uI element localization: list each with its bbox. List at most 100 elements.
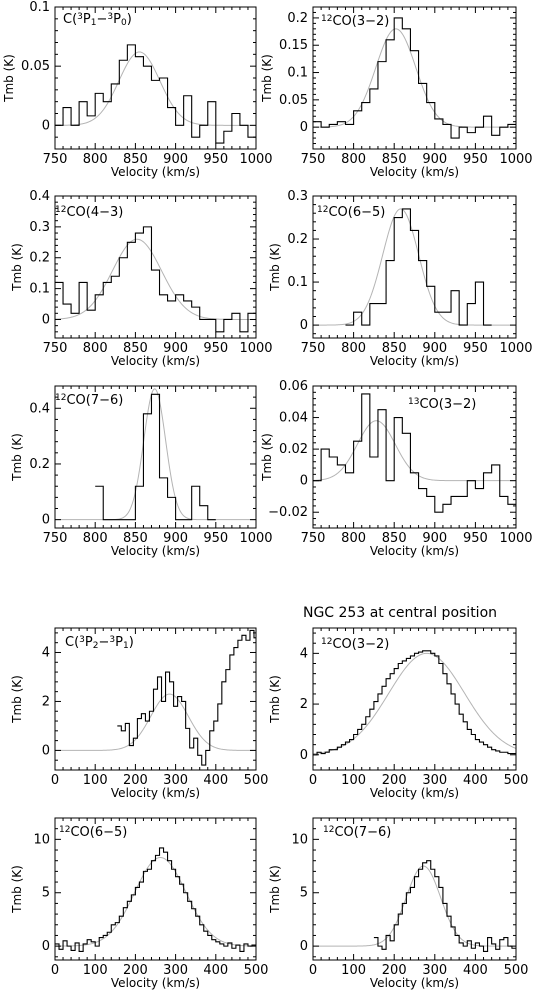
y-tick-label: 0.3 [29, 220, 50, 235]
transition-label: 12CO(6−5) [317, 205, 385, 220]
spectrum-step-line [55, 226, 256, 333]
spectrum-step-line [117, 629, 256, 766]
x-axis-label: Velocity (km/s) [111, 354, 200, 368]
x-tick-label: 900 [163, 152, 188, 167]
y-tick-label: 0.15 [279, 38, 308, 53]
spectrum-step-line [345, 208, 492, 326]
transition-label: C(3P2−3P1) [65, 635, 134, 651]
spectrum-step-line [55, 847, 256, 953]
plot-frame [54, 385, 257, 529]
x-axis-label: Velocity (km/s) [111, 976, 200, 990]
spectrum-step-line [55, 44, 256, 144]
x-tick-label: 200 [123, 773, 148, 788]
x-tick-label: 500 [244, 773, 269, 788]
spectrum-step-line [373, 860, 516, 953]
x-tick-label: 750 [43, 341, 68, 356]
x-tick-label: 800 [83, 152, 108, 167]
plot-frame [54, 817, 257, 961]
x-tick-label: 400 [463, 963, 488, 978]
x-tick-label: 500 [244, 963, 269, 978]
x-tick-label: 100 [83, 773, 108, 788]
x-tick-label: 100 [341, 773, 366, 788]
transition-label: 12CO(6−5) [59, 825, 127, 840]
y-tick-label: 0 [300, 748, 308, 763]
transition-label: 12CO(3−2) [321, 637, 389, 652]
y-tick-label: 0.05 [21, 59, 50, 74]
y-tick-label: 0.02 [279, 442, 308, 457]
y-tick-label: 2 [300, 697, 308, 712]
gaussian-fit-line [312, 28, 516, 128]
x-tick-label: 850 [382, 152, 407, 167]
y-tick-label: 0.2 [287, 11, 308, 26]
x-tick-label: 300 [422, 963, 447, 978]
y-tick-label: 0.05 [279, 93, 308, 108]
x-tick-label: 500 [504, 773, 529, 788]
x-tick-label: 900 [163, 341, 188, 356]
transition-label: 12CO(3−2) [321, 14, 389, 29]
y-tick-label: 0.06 [279, 379, 308, 394]
y-tick-label: 0.1 [287, 66, 308, 81]
y-tick-label: 0 [42, 513, 50, 528]
y-tick-label: 4 [300, 646, 308, 661]
y-tick-label: 0 [300, 318, 308, 333]
plot-frame [312, 817, 517, 961]
plot-frame [312, 195, 517, 339]
y-tick-label: 0.1 [29, 282, 50, 297]
x-axis-label: Velocity (km/s) [111, 786, 200, 800]
y-tick-label: −0.02 [268, 505, 308, 520]
transition-label: 12CO(7−6) [55, 393, 123, 408]
y-axis-label: Tmb (K) [260, 433, 274, 482]
gaussian-fit-line [55, 388, 256, 521]
x-tick-label: 1000 [499, 531, 532, 546]
transition-label: C(3P1−3P0) [63, 12, 132, 28]
y-tick-label: 0 [42, 118, 50, 133]
x-tick-label: 1000 [239, 531, 272, 546]
y-tick-label: 0.2 [287, 232, 308, 247]
x-tick-label: 900 [422, 341, 447, 356]
y-tick-label: 0.4 [29, 401, 50, 416]
x-tick-label: 200 [382, 963, 407, 978]
y-tick-label: 0 [42, 939, 50, 954]
y-axis-label: Tmb (K) [10, 243, 24, 292]
x-tick-label: 200 [382, 773, 407, 788]
x-tick-label: 900 [422, 152, 447, 167]
x-tick-label: 900 [422, 531, 447, 546]
y-axis-label: Tmb (K) [268, 865, 282, 914]
spectrum-panel-8: 0 100 200 300 400 500 0 2 4 Velocity (km/s) Tmb (K… [268, 627, 529, 800]
x-tick-label: 850 [123, 531, 148, 546]
x-tick-label: 850 [382, 531, 407, 546]
x-axis-label: Velocity (km/s) [370, 354, 459, 368]
x-tick-label: 750 [301, 341, 326, 356]
y-axis-label: Tmb (K) [260, 54, 274, 103]
x-axis-label: Velocity (km/s) [370, 786, 459, 800]
x-tick-label: 950 [463, 152, 488, 167]
x-tick-label: 0 [51, 963, 59, 978]
spectrum-panel-7: 0 100 200 300 400 500 0 2 4 Velocity (km/s) Tmb (K… [10, 627, 269, 800]
x-tick-label: 400 [203, 773, 228, 788]
plot-frame [54, 6, 257, 150]
x-tick-label: 850 [382, 341, 407, 356]
y-tick-label: 0.2 [29, 251, 50, 266]
x-tick-label: 1000 [239, 341, 272, 356]
x-axis-label: Velocity (km/s) [370, 976, 459, 990]
y-tick-label: 0.1 [287, 275, 308, 290]
x-tick-label: 850 [123, 341, 148, 356]
spectrum-panel-4: 750 800 850 900 950 1000 0 0.1 0.2 0.3 Velocity (k… [268, 189, 533, 368]
gaussian-fit-line [54, 238, 256, 320]
spectrum-panel-5: 750 800 850 900 950 1000 0 0.2 0.4 Velocity (km/s… [10, 385, 273, 558]
x-tick-label: 950 [203, 341, 228, 356]
gaussian-fit-line [313, 208, 516, 326]
x-tick-label: 850 [123, 152, 148, 167]
x-tick-label: 800 [341, 531, 366, 546]
x-tick-label: 950 [463, 531, 488, 546]
transition-label: 12CO(7−6) [323, 825, 391, 840]
x-tick-label: 950 [203, 531, 228, 546]
x-tick-label: 800 [83, 341, 108, 356]
x-tick-label: 750 [301, 152, 326, 167]
y-tick-label: 4 [42, 645, 50, 660]
y-axis-label: Tmb (K) [2, 54, 16, 103]
x-tick-label: 0 [309, 963, 317, 978]
x-tick-label: 400 [203, 963, 228, 978]
y-tick-label: 0.2 [29, 457, 50, 472]
